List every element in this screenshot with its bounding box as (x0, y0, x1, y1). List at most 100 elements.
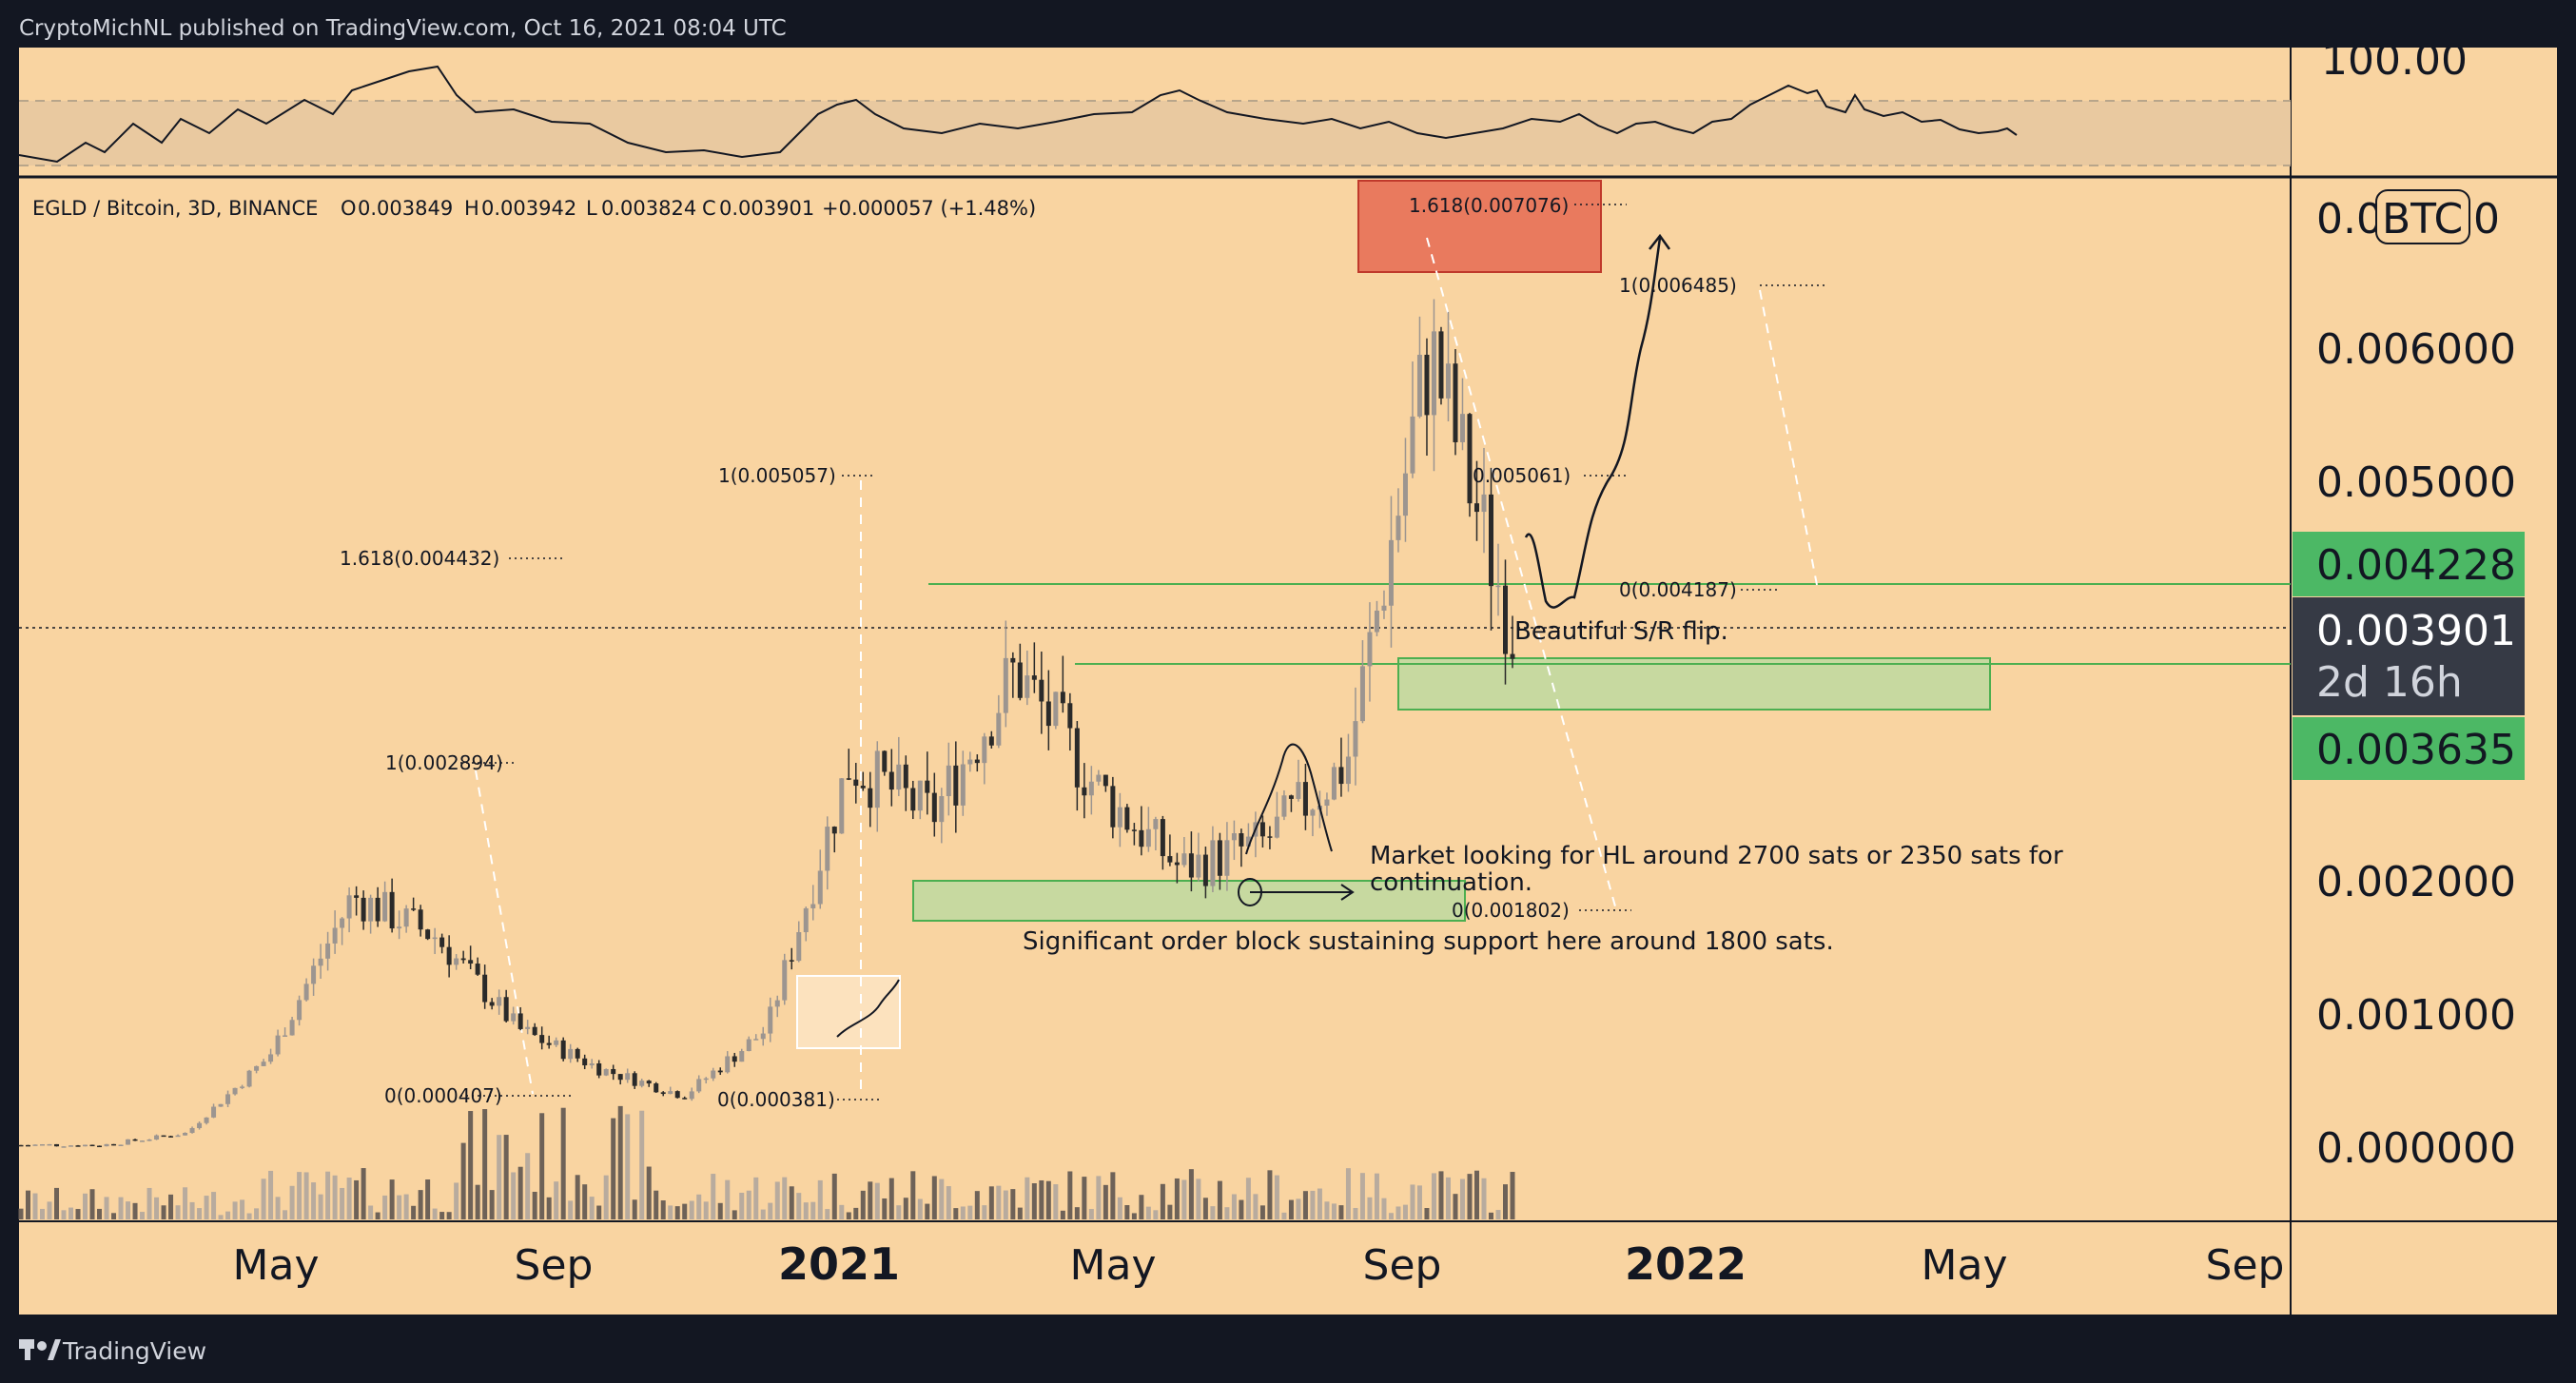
volume-bar (860, 1190, 866, 1219)
fib-label-1618-mid: 1.618(0.004432) (340, 547, 499, 570)
volume-bar (982, 1205, 987, 1219)
candle-body (468, 960, 474, 964)
candle-body (161, 1135, 166, 1138)
candle-body (1302, 782, 1308, 816)
volume-bar (1431, 1173, 1436, 1219)
candle-body (154, 1135, 160, 1140)
candle-body (311, 965, 317, 984)
candle-body (654, 1083, 659, 1093)
volume-bar (1459, 1178, 1465, 1219)
candle-body (1281, 795, 1287, 817)
btc-unit-badge[interactable] (2375, 189, 2470, 244)
volume-bar (546, 1197, 552, 1219)
time-tick-0: May (233, 1241, 320, 1290)
candle-body (332, 927, 338, 944)
volume-bar (746, 1190, 751, 1219)
volume-bar (1103, 1184, 1108, 1219)
volume-bar (1082, 1177, 1087, 1219)
candle-body (996, 712, 1002, 746)
volume-bar (888, 1178, 894, 1219)
candle-body (831, 827, 837, 834)
volume-bar (18, 1208, 24, 1219)
volume-bar (1045, 1180, 1051, 1219)
candle-body (118, 1144, 124, 1146)
candle-body (1210, 840, 1216, 886)
volume-bar (297, 1172, 302, 1219)
volume-bar (132, 1202, 138, 1219)
volume-bar (967, 1205, 973, 1219)
legend-change: +0.000057 (+1.48%) (822, 197, 1036, 220)
candle-body (582, 1058, 588, 1066)
volume-bar (1395, 1206, 1401, 1219)
candle-body (1224, 840, 1230, 876)
volume-bar (1188, 1169, 1194, 1219)
candle-body (1124, 807, 1130, 830)
volume-bar (568, 1200, 574, 1219)
volume-bar (1181, 1179, 1187, 1219)
candle-body (1082, 787, 1087, 796)
candle-body (1510, 653, 1515, 659)
volume-bar (703, 1201, 709, 1219)
volume-bar (489, 1190, 495, 1219)
candle-body (1359, 666, 1365, 722)
volume-bar (403, 1194, 409, 1219)
volume-bar (246, 1213, 252, 1219)
volume-bar (1131, 1213, 1137, 1219)
volume-bar (1202, 1198, 1208, 1219)
candle-body (888, 771, 894, 790)
candle-body (368, 897, 374, 922)
volume-bar (261, 1178, 266, 1219)
volume-bar (782, 1177, 788, 1219)
candle-body (717, 1070, 723, 1073)
volume-bar (397, 1195, 402, 1219)
candle-body (575, 1048, 580, 1059)
volume-bar (874, 1182, 880, 1219)
hl-path (1245, 743, 1333, 855)
candle-body (375, 897, 381, 922)
volume-bar (946, 1186, 951, 1219)
candle-body (204, 1117, 209, 1123)
candle-body (1139, 829, 1144, 847)
legend-o-value: 0.003849 (358, 197, 453, 220)
volume-bar (1353, 1207, 1358, 1219)
candle-body (1231, 833, 1237, 841)
price-tick-partial-right: 0 (2473, 195, 2500, 243)
volume-bar (54, 1187, 60, 1219)
volume-bar (1231, 1194, 1237, 1219)
volume-bar (1388, 1213, 1394, 1219)
price-tick-partial-left: 0.0 (2316, 195, 2383, 243)
fib-label-0-0381: 0(0.000381) (717, 1088, 835, 1111)
candle-body (361, 897, 366, 922)
candle-body (1288, 795, 1294, 799)
fib-labels: 1.618(0.007076) 1(0.006485) 1(0.005057) … (340, 194, 1737, 1111)
volume-bar (532, 1191, 537, 1219)
candle-body (318, 958, 323, 966)
volume-bar (1402, 1204, 1408, 1219)
volume-bar (939, 1178, 945, 1219)
candle-body (874, 750, 880, 808)
volume-bar (1331, 1203, 1337, 1219)
volume-bar (517, 1166, 523, 1219)
volume-bar (204, 1196, 209, 1219)
candle-body (397, 926, 402, 929)
volume-bar (1453, 1194, 1458, 1219)
volume-bar (89, 1189, 95, 1219)
volume-bar (332, 1175, 338, 1219)
legend-c-label: C (702, 197, 716, 220)
volume-bar (511, 1172, 517, 1219)
candle-body (268, 1054, 274, 1062)
volume-bar (525, 1153, 531, 1219)
candle-body (1353, 721, 1358, 757)
price-axis: 0.0 BTC 0 0.006000 0.005000 0.002000 0.0… (2293, 189, 2525, 1173)
volume-bar (1031, 1183, 1037, 1219)
volume-bar (497, 1135, 502, 1219)
candle-body (825, 827, 830, 871)
volume-bar (1039, 1179, 1044, 1219)
volume-bar (668, 1205, 673, 1219)
volume-bar (325, 1171, 331, 1219)
volume-bar (953, 1208, 959, 1219)
volume-bar (1160, 1183, 1165, 1219)
volume-bar (1502, 1184, 1508, 1219)
volume-bar (739, 1192, 745, 1219)
volume-bar (1424, 1208, 1430, 1219)
